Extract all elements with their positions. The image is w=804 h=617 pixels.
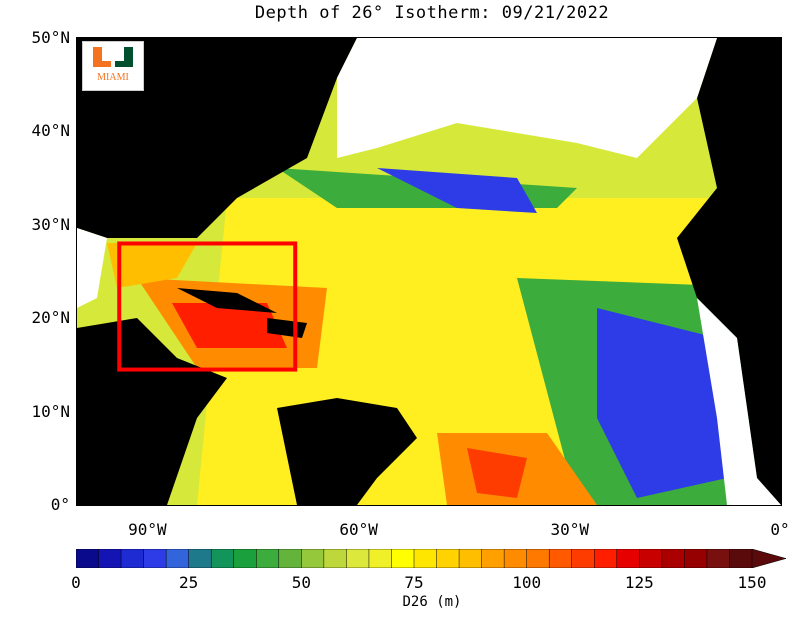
colorbar-segment [571, 549, 596, 568]
north-undefined-area [337, 38, 717, 158]
lat-tick-label: 40°N [31, 121, 70, 141]
colorbar-segment [346, 549, 370, 568]
colorbar-tick-label: 150 [737, 573, 767, 592]
colorbar-segment [661, 549, 686, 568]
colorbar-segment [639, 549, 663, 568]
colorbar-segment [706, 549, 731, 568]
colorbar-segment [616, 549, 641, 568]
colorbar-tick-label: 50 [291, 573, 311, 592]
colorbar-segment [594, 549, 618, 568]
colorbar-extend-arrow [751, 549, 787, 568]
colorbar-segment [368, 549, 393, 568]
colorbar-tick-label: 0 [71, 573, 81, 592]
north-america-land [77, 38, 357, 238]
africa-europe-land [677, 38, 781, 505]
colorbar-tick-label: 125 [624, 573, 654, 592]
colorbar-segment [391, 549, 415, 568]
colorbar-tick-label: 75 [404, 573, 424, 592]
lon-tick-label: 0° [770, 520, 790, 539]
lat-tick-label: 50°N [31, 28, 70, 47]
u-logo-icon [93, 47, 133, 67]
colorbar-segment [301, 549, 325, 568]
colorbar-segment [548, 549, 573, 568]
gulf-coast-undefined-area [77, 228, 107, 308]
colorbar-segment [323, 549, 348, 568]
colorbar-segment [210, 549, 235, 568]
lat-tick-label: 10°N [31, 401, 70, 421]
d26-map [77, 38, 781, 505]
colorbar-segment [76, 549, 100, 568]
colorbar-segment [503, 549, 528, 568]
colorbar-segment [413, 549, 438, 568]
lon-tick-label: 60°W [339, 520, 378, 539]
colorbar-segment [729, 549, 753, 568]
colorbar-segment [278, 549, 303, 568]
map-title: Depth of 26° Isotherm: 09/21/2022 [254, 3, 610, 23]
colorbar-segment [120, 549, 145, 568]
colorbar-segment [436, 549, 460, 568]
colorbar-segment [188, 549, 212, 568]
colorbar-segment [526, 549, 550, 568]
colorbar-segment [98, 549, 122, 568]
miami-logo: MIAMI [82, 41, 144, 91]
colorbar-label: D26 (m) [402, 594, 462, 610]
lat-tick-label: 20°N [31, 308, 70, 328]
lat-tick-label: 0° [50, 495, 70, 514]
colorbar-segment [256, 549, 280, 568]
equatorial-core-region [467, 448, 527, 498]
gulf-stream-shallow-region [377, 168, 537, 213]
south-america-land [277, 398, 417, 505]
lon-tick-label: 30°W [550, 520, 590, 539]
map-panel [76, 37, 782, 506]
colorbar-segment [481, 549, 505, 568]
colorbar-segment [233, 549, 258, 568]
colorbar-tick-label: 25 [179, 573, 199, 592]
logo-wordmark: MIAMI [97, 72, 129, 83]
colorbar [76, 549, 787, 568]
west-africa-shallow-region [597, 308, 727, 498]
colorbar-segment [143, 549, 167, 568]
lat-tick-label: 30°N [31, 214, 70, 234]
lon-tick-label: 90°W [128, 520, 167, 539]
colorbar-tick-label: 100 [512, 573, 542, 592]
colorbar-segment [684, 549, 708, 568]
african-coast-undefined-area [697, 298, 781, 505]
colorbar-segment [458, 549, 483, 568]
colorbar-segment [165, 549, 190, 568]
